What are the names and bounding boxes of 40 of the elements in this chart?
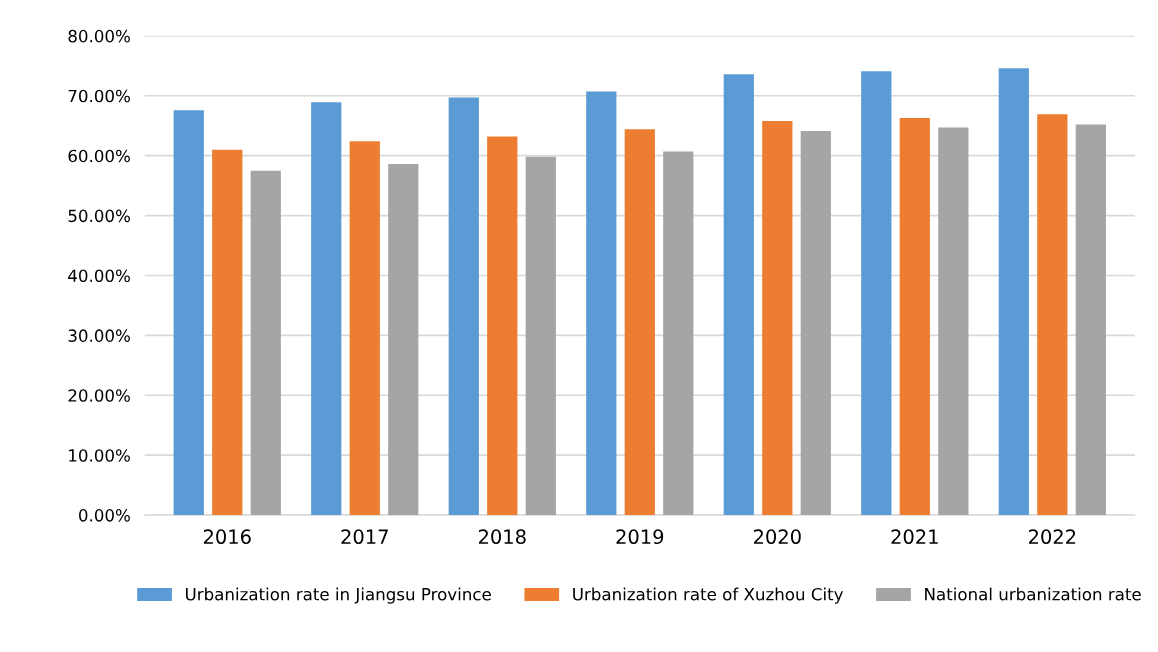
y-tick-label: 40.00% [68, 269, 130, 283]
bar [487, 136, 518, 516]
legend-label: Urbanization rate in Jiangsu Province [186, 587, 491, 604]
y-tick-label: 10.00% [69, 449, 130, 462]
bar [723, 74, 754, 516]
legend-label: Urbanization rate of Xuzhou City [573, 587, 844, 604]
bar [663, 151, 694, 516]
bar [388, 164, 419, 516]
legend-label: National urbanization rate [925, 587, 1141, 601]
bar [212, 149, 243, 516]
y-tick-label: 70.00% [68, 89, 130, 103]
bar [624, 129, 655, 516]
x-tick-label: 2021 [891, 529, 938, 545]
y-tick-label: 20.00% [68, 389, 130, 402]
bar [349, 141, 380, 516]
bar [586, 91, 617, 516]
bar [762, 120, 793, 516]
y-tick-label: 60.00% [68, 149, 130, 163]
bar [938, 127, 969, 516]
x-tick-label: 2016 [203, 529, 251, 545]
bar [311, 102, 342, 516]
x-tick-label: 2020 [753, 529, 801, 545]
y-tick-label: 30.00% [68, 329, 130, 342]
x-tick-label: 2022 [1029, 529, 1076, 545]
bar [998, 68, 1029, 516]
y-tick-label: 0.00% [79, 509, 130, 522]
bar [448, 97, 479, 516]
y-tick-label: 80.00% [68, 29, 130, 43]
x-tick-label: 2018 [478, 529, 526, 545]
bar [173, 110, 204, 516]
bar [861, 71, 892, 516]
bar [1075, 124, 1106, 516]
x-tick-label: 2017 [341, 529, 388, 545]
bar [800, 131, 831, 516]
bar [525, 156, 556, 516]
y-tick-label: 50.00% [68, 209, 130, 223]
bar [899, 117, 930, 516]
bar [250, 170, 281, 516]
x-tick-label: 2019 [616, 529, 664, 545]
bar [1037, 114, 1068, 516]
